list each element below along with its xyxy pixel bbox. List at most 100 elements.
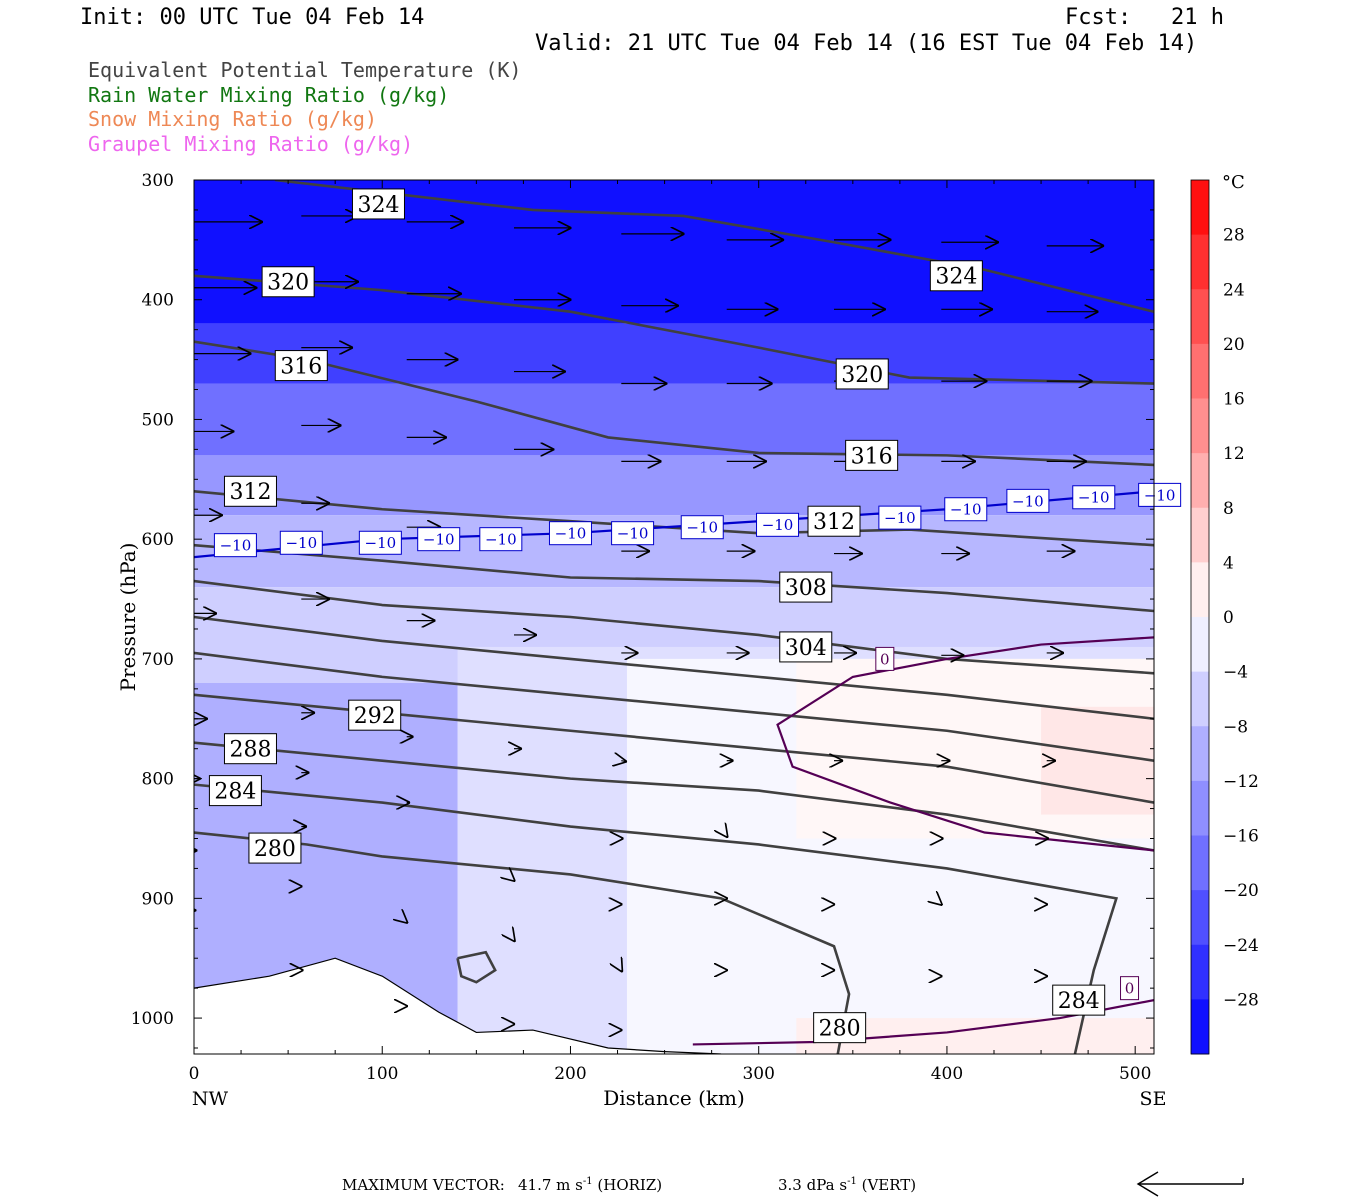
isotherm-label--10-0-11: −10 xyxy=(1012,492,1044,510)
theta-e-label-312-4-1: 312 xyxy=(813,510,855,535)
wind-vectors xyxy=(194,216,1105,1030)
colorbar-bin-0 xyxy=(1191,180,1209,236)
theta-e-324-0 xyxy=(274,180,1154,313)
isotherm-label--10-0-10: −10 xyxy=(950,501,982,519)
colorbar-bin-12 xyxy=(1191,835,1209,891)
isotherm-label--10-0-2-box xyxy=(358,530,402,555)
colorbar-tick-9: −8 xyxy=(1223,717,1248,737)
colorbar-bin-14 xyxy=(1191,944,1209,1000)
isotherm-label--10-0-7: −10 xyxy=(686,519,718,537)
wind-vector-83 xyxy=(621,970,622,972)
colorbar-bin-13 xyxy=(1191,890,1209,946)
contour-labels: 324 324 320 320 316 316 312 312 308 304 292 288 284 2… xyxy=(208,188,1182,1044)
isotherm-label--10-0-12-box xyxy=(1072,485,1116,510)
isotherm-label-0-2-0: 0 xyxy=(1125,980,1135,998)
temp-band-0 xyxy=(194,180,1154,324)
theta-e-label-284-11-0-box xyxy=(208,775,262,807)
theta-e-288-10 xyxy=(194,741,1154,852)
colorbar-bin-7 xyxy=(1191,562,1209,618)
isotherm-label--10-0-2: −10 xyxy=(365,534,397,552)
isotherm-label--10-0-6-box xyxy=(611,521,655,546)
theta-e-label-324-1-0: 324 xyxy=(935,265,977,290)
temp-band-1 xyxy=(194,323,1154,384)
theta-e-label-316-3-0: 316 xyxy=(280,354,322,379)
theta-e-304-6 xyxy=(194,579,1154,675)
theta-e-label-312-4-0: 312 xyxy=(229,480,271,505)
theta-e-label-284-11-1: 284 xyxy=(1058,989,1100,1014)
legend-theta-e: Equivalent Potential Temperature (K) xyxy=(88,58,522,82)
wind-vector-73 xyxy=(514,880,515,881)
theta-e-label-284-11-0: 284 xyxy=(214,780,256,805)
theta-e-label-320-2-0-box xyxy=(261,266,315,298)
y-axis-title: Pressure (hPa) xyxy=(116,543,140,692)
colorbar-bin-10 xyxy=(1191,726,1209,782)
isotherm-label--10-0-0: −10 xyxy=(220,537,252,555)
colorbar-tick-1: 24 xyxy=(1223,280,1245,300)
temp-band-10 xyxy=(1041,706,1154,815)
forecast-hour: Fcst: 21 h xyxy=(1065,5,1224,30)
max-vert-vector: 3.3 dPa s-1 (VERT) xyxy=(778,1176,917,1194)
isotherm-label--10-0-5-box xyxy=(548,521,592,546)
colorbar-bin-11 xyxy=(1191,780,1209,836)
y-tick-label-700: 700 xyxy=(142,650,174,670)
temperature-field xyxy=(194,180,1154,1054)
max-horiz-vector: 41.7 m s-1 (HORIZ) xyxy=(518,1176,663,1194)
theta-e-label-280-12-0-box xyxy=(248,832,302,864)
theta-e-label-316-3-1: 316 xyxy=(851,444,893,469)
theta-e-label-324-1-0-box xyxy=(929,260,983,292)
colorbar-frame xyxy=(1190,179,1210,1055)
theta-e-280-12 xyxy=(194,831,851,1054)
colorbar-bin-2 xyxy=(1191,289,1209,345)
wind-vector-67 xyxy=(727,836,728,838)
x-axis-title: Distance (km) xyxy=(603,1086,745,1110)
isotherm-label--10-0-9: −10 xyxy=(884,509,916,527)
colorbar-bin-3 xyxy=(1191,343,1209,399)
theta-e-label-288-10-0-box xyxy=(223,733,277,765)
isotherm-label--10-0-4-box xyxy=(479,527,523,552)
theta-e-label-308-5-0: 308 xyxy=(785,576,827,601)
isotherm-label--10-0-1-box xyxy=(279,530,323,555)
y-tick-label-1000: 1000 xyxy=(131,1009,174,1029)
theta-e-label-304-6-0-box xyxy=(779,631,833,663)
isotherm-label--10-0-7-box xyxy=(680,515,724,540)
colorbar-bin-1 xyxy=(1191,234,1209,290)
y-tick-label-900: 900 xyxy=(142,889,174,909)
isotherm-label--10-0-1: −10 xyxy=(285,534,317,552)
legend-snow: Snow Mixing Ratio (g/kg) xyxy=(88,107,377,131)
theta-e-label-292-9-0: 292 xyxy=(354,704,396,729)
init-time: Init: 00 UTC Tue 04 Feb 14 xyxy=(80,5,425,30)
y-tick-label-800: 800 xyxy=(142,770,174,790)
colorbar-tick-0: 28 xyxy=(1223,226,1245,246)
isotherm-label--10-0-6: −10 xyxy=(617,525,649,543)
colorbar-tick-11: −16 xyxy=(1223,827,1259,847)
max-vector-label: MAXIMUM VECTOR: xyxy=(342,1176,505,1194)
theta-e-label-284-11-1-box xyxy=(1052,984,1106,1016)
x-end-label-right: SE xyxy=(1140,1088,1167,1110)
theta-e-296-8 xyxy=(194,651,1154,762)
colorbar-unit: °C xyxy=(1222,172,1245,193)
isotherm-label--10-0-9-box xyxy=(878,505,922,530)
colorbar-bin-4 xyxy=(1191,398,1209,454)
colorbar-bin-6 xyxy=(1191,507,1209,563)
isotherm-label--10-0-5: −10 xyxy=(555,525,587,543)
theta-e-label-312-4-1-box xyxy=(807,505,861,537)
terrain-fill xyxy=(194,958,722,1054)
theta-e-label-320-2-1: 320 xyxy=(841,363,883,388)
isotherm-label-0-1-0-box xyxy=(875,646,895,671)
y-tick-label-500: 500 xyxy=(142,410,174,430)
isotherm-label--10-0-3-box xyxy=(417,527,461,552)
wind-vector-80 xyxy=(407,922,408,923)
theta-e-280-13 xyxy=(456,950,497,984)
wind-vector-81 xyxy=(514,940,515,942)
isotherm-label--10-0-12: −10 xyxy=(1078,489,1110,507)
theta-e-label-312-4-0-box xyxy=(223,475,277,507)
x-tick-label-400: 400 xyxy=(931,1064,963,1084)
colorbar-tick-13: −24 xyxy=(1223,936,1259,956)
theta-e-label-280-12-0: 280 xyxy=(254,837,296,862)
x-tick-label-200: 200 xyxy=(554,1064,586,1084)
colorbar-tick-10: −12 xyxy=(1223,772,1259,792)
colorbar-tick-6: 4 xyxy=(1223,553,1234,573)
colorbar-tick-7: 0 xyxy=(1223,608,1234,628)
theta-e-label-292-9-0-box xyxy=(348,699,402,731)
x-tick-label-100: 100 xyxy=(366,1064,398,1084)
